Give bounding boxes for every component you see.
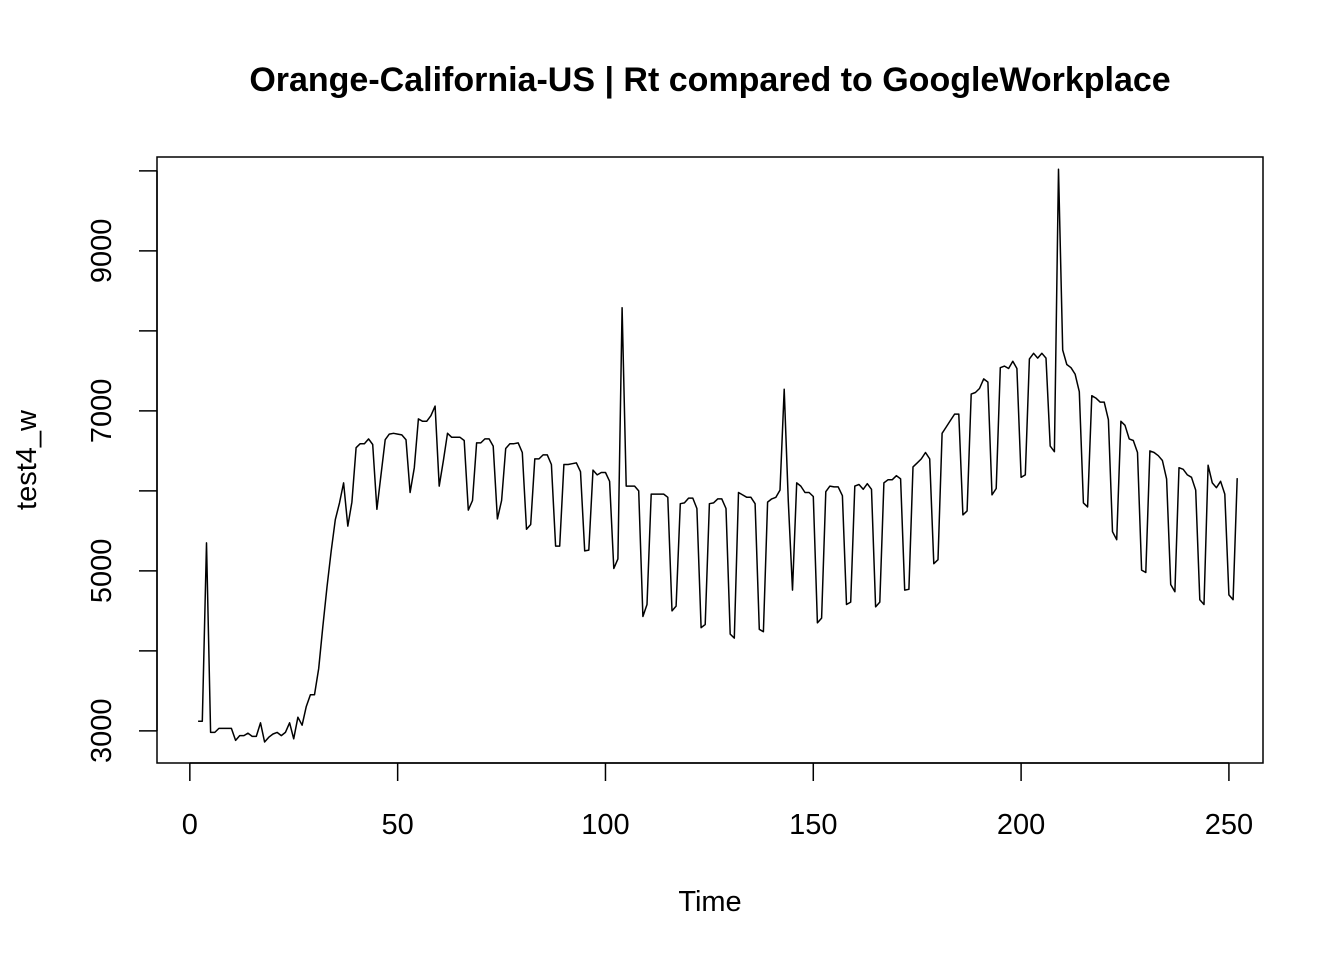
y-tick-label: 9000 [86,219,118,284]
y-tick-label: 7000 [86,379,118,444]
y-tick-label: 3000 [86,699,118,764]
x-tick-label: 250 [1205,809,1253,841]
series-line [198,168,1238,743]
x-tick-label: 200 [997,809,1045,841]
x-tick-label: 100 [581,809,629,841]
plot-frame [156,156,1264,764]
x-tick-label: 150 [789,809,837,841]
y-tick-label: 5000 [86,539,118,604]
y-axis-title: test4_w [11,409,43,510]
x-tick-label: 0 [182,809,198,841]
y-axis: 3000 5000 7000 9000 [86,170,158,764]
x-tick-label: 50 [382,809,414,841]
chart-title: Orange-California-US | Rt compared to Go… [249,61,1170,99]
x-axis-title: Time [678,886,741,918]
x-axis: 0 50 100 150 200 250 [182,762,1253,841]
